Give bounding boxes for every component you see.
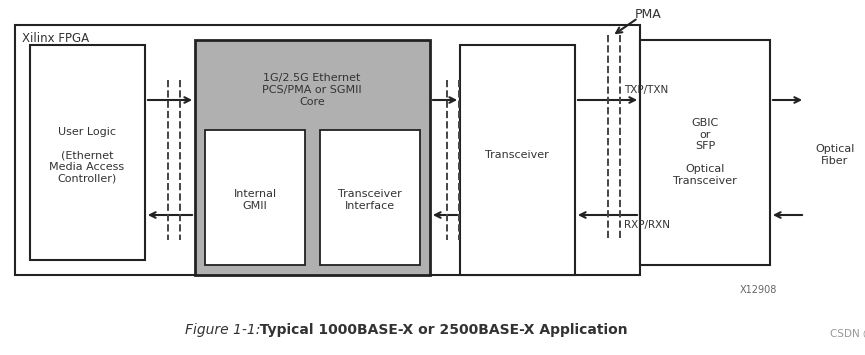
Text: CSDN @FPGA_青年: CSDN @FPGA_青年: [830, 328, 865, 339]
Bar: [640, 40, 770, 265]
Bar: [205, 130, 305, 265]
Text: User Logic

(Ethernet
Media Access
Controller): User Logic (Ethernet Media Access Contro…: [49, 127, 125, 183]
Bar: [460, 45, 575, 275]
Text: Internal
GMII: Internal GMII: [234, 189, 277, 211]
Text: 1G/2.5G Ethernet
PCS/PMA or SGMII
Core: 1G/2.5G Ethernet PCS/PMA or SGMII Core: [262, 73, 362, 106]
Text: RXP/RXN: RXP/RXN: [624, 220, 670, 230]
Text: Optical
Fiber: Optical Fiber: [815, 144, 855, 166]
Bar: [30, 45, 145, 260]
Text: Transceiver
Interface: Transceiver Interface: [338, 189, 402, 211]
Text: X12908: X12908: [740, 285, 778, 295]
Text: PMA: PMA: [635, 8, 662, 21]
Text: Typical 1000BASE-X or 2500BASE-X Application: Typical 1000BASE-X or 2500BASE-X Applica…: [245, 323, 628, 337]
Text: GBIC
or
SFP

Optical
Transceiver: GBIC or SFP Optical Transceiver: [673, 118, 737, 186]
Text: TXP/TXN: TXP/TXN: [624, 85, 669, 95]
Text: Xilinx FPGA: Xilinx FPGA: [22, 32, 89, 45]
Bar: [195, 40, 430, 275]
Text: Transceiver: Transceiver: [485, 150, 549, 160]
Bar: [320, 130, 420, 265]
Bar: [15, 25, 640, 275]
Text: Figure 1-1:: Figure 1-1:: [185, 323, 260, 337]
